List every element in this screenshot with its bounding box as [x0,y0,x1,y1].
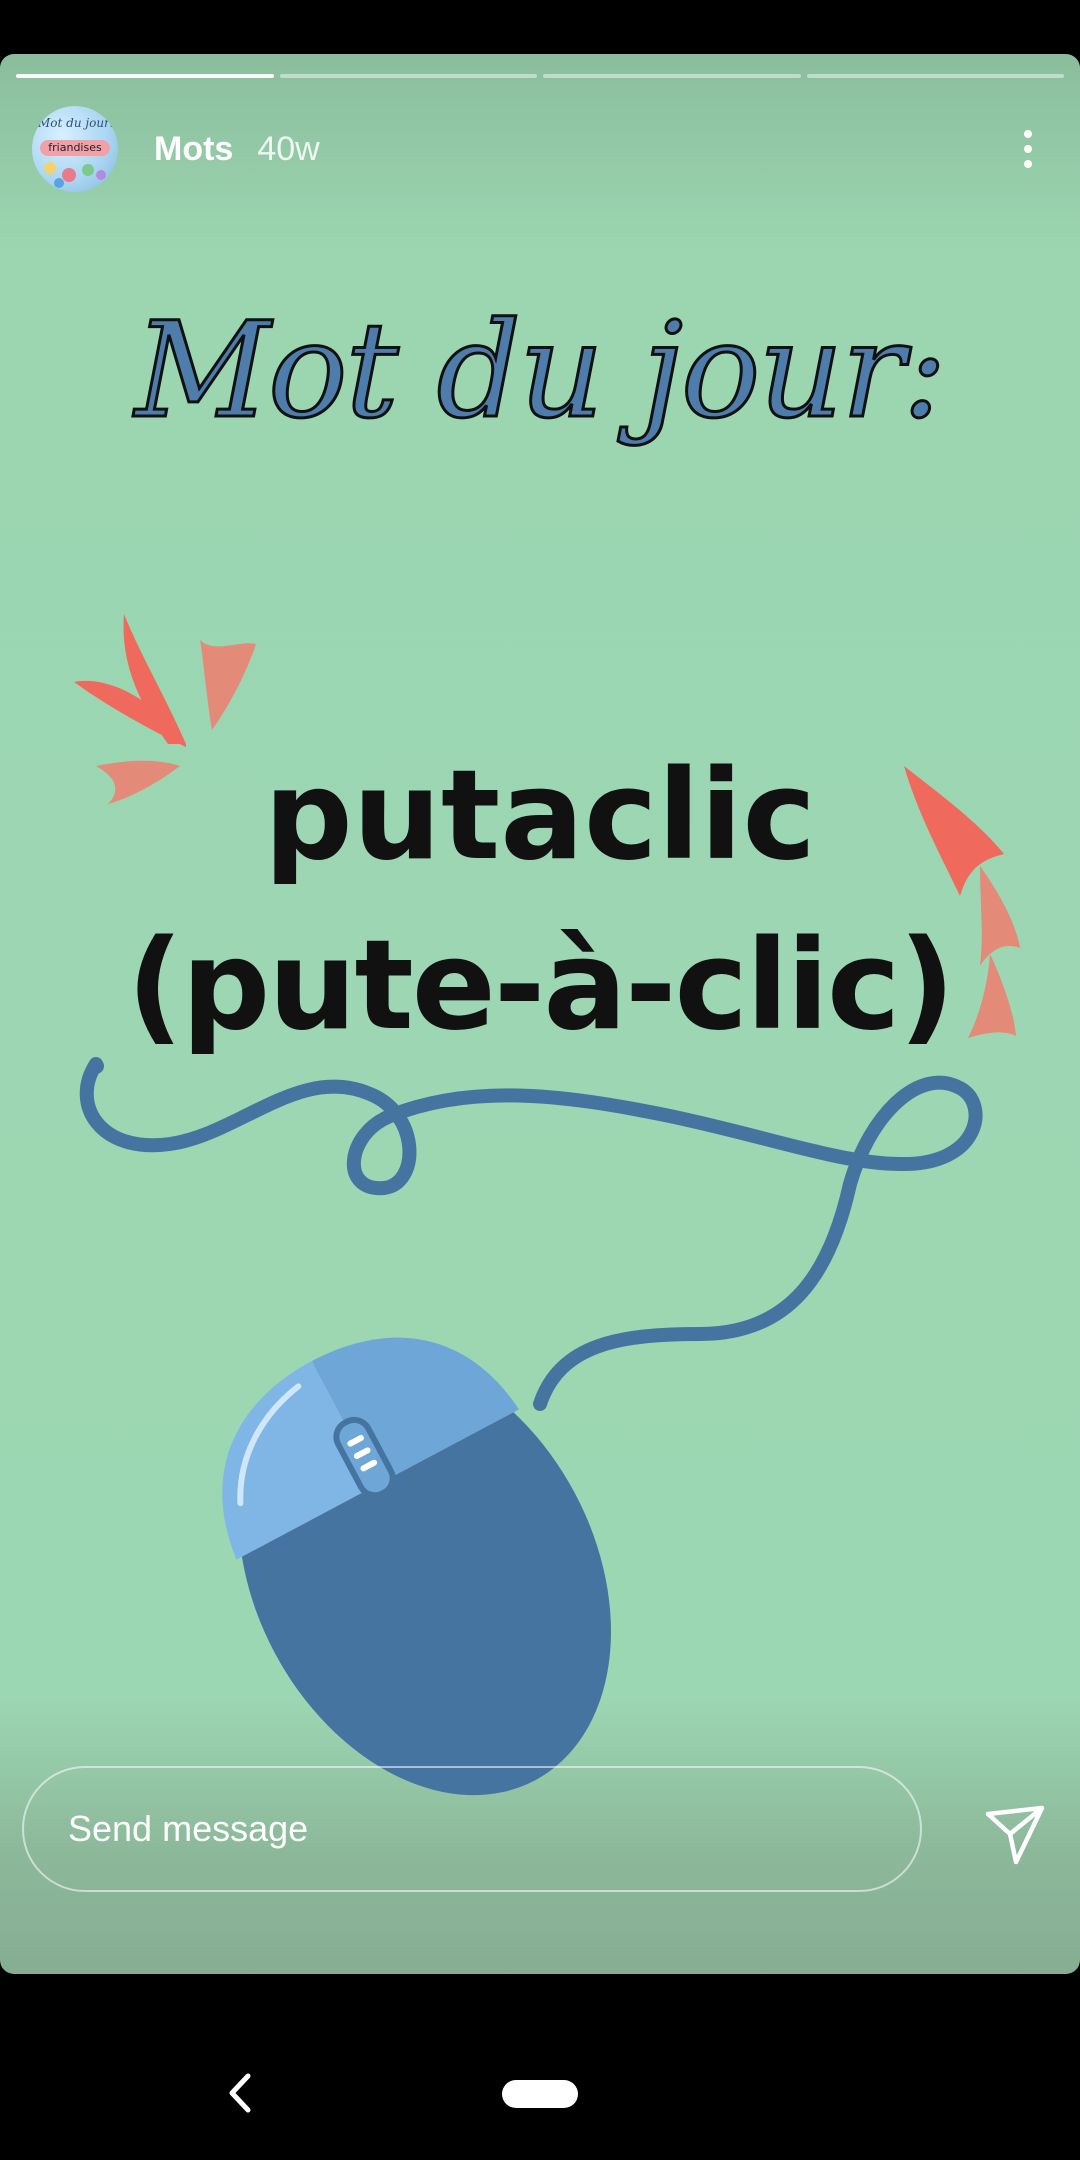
message-input[interactable] [66,1807,870,1851]
story-progress [16,74,1064,78]
progress-segment [279,74,537,78]
story-header: Mot du jour: friandises Mots 40w [32,104,1048,194]
avatar[interactable]: Mot du jour: friandises [32,106,118,192]
avatar-title: Mot du jour: [38,116,114,130]
paper-plane-icon[interactable] [980,1800,1050,1870]
story-timestamp: 40w [257,129,320,168]
nav-back-icon[interactable] [220,2068,260,2118]
progress-segment [806,74,1064,78]
progress-segment [543,74,801,78]
story-username[interactable]: Mots [154,129,234,168]
progress-segment [16,74,274,78]
status-bar [0,0,1080,54]
avatar-ribbon: friandises [40,140,110,156]
accent-right-3 [968,954,1016,1038]
accent-right-1 [904,766,1004,896]
accent-left-1 [74,614,186,747]
story-artwork [74,614,1020,1796]
more-vert-icon[interactable] [1008,119,1048,179]
word-of-the-day: putaclic [263,744,816,888]
story-viewer[interactable]: Mot du jour: putaclic (pute-à-clic) Mot … [0,54,1080,1974]
computer-mouse-illustration [222,1337,611,1796]
accent-left-3 [96,760,180,804]
accent-left-2 [200,640,256,730]
send-message-field[interactable] [22,1766,922,1892]
mouse-cable [79,1057,983,1411]
system-navigation-bar [0,1974,1080,2160]
word-expansion: (pute-à-clic) [126,914,955,1058]
accent-right-2 [980,866,1020,966]
cable-end [88,1058,104,1074]
nav-home-pill[interactable] [502,2080,578,2108]
story-heading: Mot du jour: [133,293,948,450]
